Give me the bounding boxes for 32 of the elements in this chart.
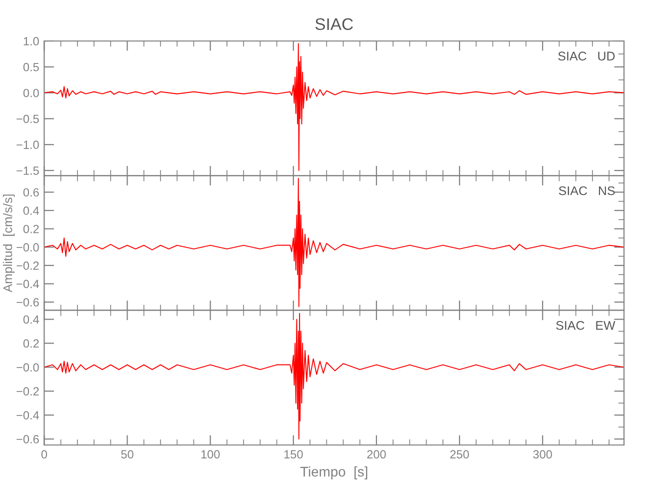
y-tick-label: 0.5	[23, 62, 39, 72]
annotation: SIAC EW	[556, 320, 616, 330]
y-tick-label: −0.6	[16, 435, 39, 444]
y-tick-label: 1.0	[24, 37, 39, 46]
y-tick-label: −0.2	[16, 387, 39, 396]
x-tick-label: 250	[450, 450, 469, 459]
x-tick-label: 150	[284, 450, 303, 459]
chart-title: SIAC	[315, 18, 353, 30]
x-tick-label: 50	[121, 450, 134, 459]
annotation: SIAC UD	[558, 52, 615, 61]
y-tick-label: 0.2	[23, 224, 39, 234]
y-tick-label: 0.0	[23, 88, 39, 98]
x-axis-title: Tiempo [s]	[300, 466, 368, 480]
y-tick-label: −1.0	[16, 140, 39, 149]
y-tick-label: 0.6	[23, 188, 39, 197]
y-tick-label: 0.4	[23, 206, 39, 215]
y-tick-label: −0.4	[16, 411, 39, 420]
y-axis-title: Amplitud [cm/s/s]	[2, 194, 15, 292]
y-tick-label: −0.0	[16, 363, 39, 372]
y-tick-label: −0.5	[16, 114, 39, 124]
y-tick-label: −0.0	[16, 243, 39, 252]
x-tick-label: 300	[533, 450, 552, 459]
x-tick-label: 100	[201, 450, 220, 459]
y-tick-label: 0.2	[23, 339, 39, 348]
y-tick-label: −0.2	[16, 261, 39, 270]
y-tick-label: −0.4	[16, 280, 39, 288]
x-tick-label: 200	[367, 450, 386, 459]
x-tick-label: 0	[41, 450, 48, 459]
y-tick-label: −0.6	[16, 298, 39, 306]
y-tick-label: 0.4	[23, 315, 39, 324]
annotation: SIAC NS	[558, 186, 615, 196]
y-tick-label: −1.5	[16, 166, 39, 175]
